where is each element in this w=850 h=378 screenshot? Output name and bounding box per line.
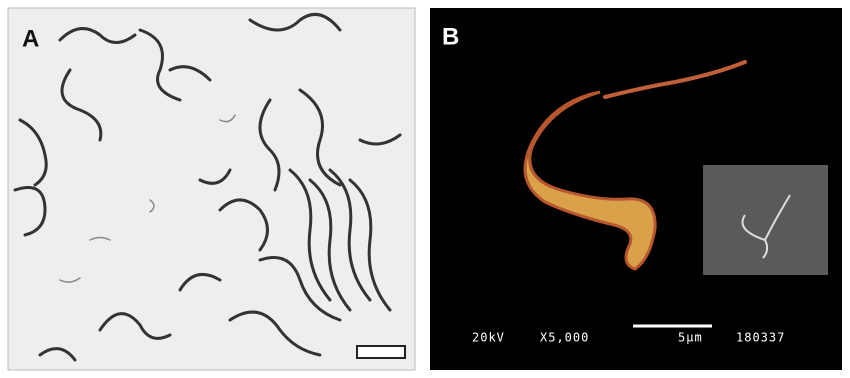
parasite bbox=[258, 256, 342, 322]
panel-b: 20kV X5,000 5μm 180337 B bbox=[430, 8, 842, 370]
parasite bbox=[258, 98, 281, 192]
parasite bbox=[18, 118, 48, 187]
parasite bbox=[308, 178, 352, 312]
panel-a-image bbox=[7, 7, 416, 371]
parasite bbox=[298, 88, 342, 187]
parasite bbox=[248, 12, 342, 32]
scale-label: 5μm bbox=[678, 331, 703, 345]
panel-label: B bbox=[442, 23, 459, 50]
parasites bbox=[13, 12, 402, 362]
parasite bbox=[228, 310, 322, 357]
parasite bbox=[288, 168, 332, 302]
parasite bbox=[218, 198, 269, 252]
parasite bbox=[38, 347, 77, 362]
parasite bbox=[198, 168, 232, 185]
panel-label: A bbox=[22, 25, 39, 52]
scale-bar bbox=[356, 345, 406, 359]
panel-a: A bbox=[7, 7, 416, 371]
parasite bbox=[168, 65, 212, 82]
parasite bbox=[358, 133, 402, 146]
parasite bbox=[58, 27, 137, 44]
parasite bbox=[328, 168, 372, 302]
magnification: X5,000 bbox=[540, 331, 589, 345]
inset-parasite bbox=[741, 194, 791, 259]
image-code: 180337 bbox=[736, 331, 785, 345]
parasite bbox=[138, 28, 182, 102]
parasite bbox=[60, 68, 103, 142]
parasite bbox=[13, 186, 47, 237]
flagellum bbox=[603, 60, 747, 99]
parasite bbox=[178, 272, 222, 292]
voltage: 20kV bbox=[472, 331, 505, 345]
debris bbox=[59, 114, 236, 283]
parasite-body bbox=[523, 90, 657, 271]
parasite bbox=[348, 178, 392, 312]
inset-image bbox=[703, 165, 828, 275]
parasite bbox=[98, 312, 172, 340]
